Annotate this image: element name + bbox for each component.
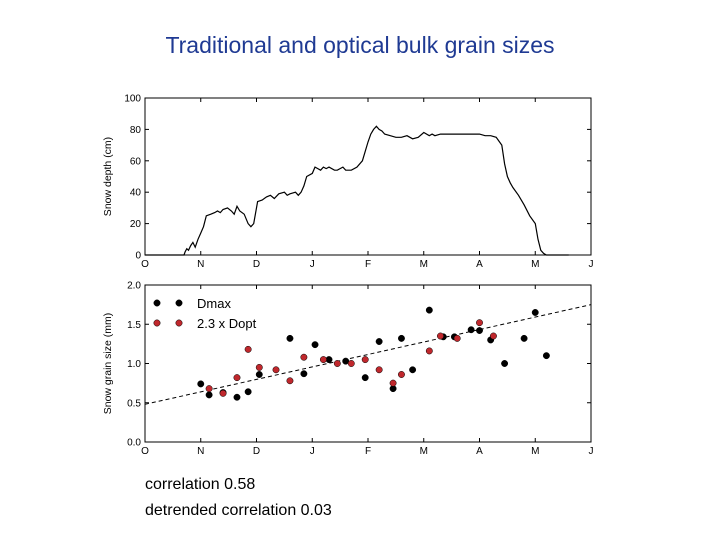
grain-xtick-label: D: [253, 446, 260, 457]
depth-ytick-label: 0: [135, 251, 141, 262]
depth-xtick-label: N: [197, 259, 204, 270]
dopt-point: [300, 353, 308, 361]
dopt-point: [375, 366, 383, 374]
detrended-correlation-text: detrended correlation 0.03: [145, 502, 332, 519]
dopt-point: [255, 363, 263, 371]
dopt-point: [219, 389, 227, 397]
dmax-point: [375, 338, 383, 345]
depth-xtick-label: O: [141, 259, 149, 270]
depth-ytick-label: 40: [130, 188, 142, 199]
grain-size-panel: 0.0 0.5 1.0 1.5 2.0 O N D J F M A M J Snow grain size …: [102, 281, 594, 458]
grain-ylabel: Snow grain size (mm): [102, 313, 114, 415]
grain-xtick-label: F: [365, 446, 371, 457]
dmax-point: [361, 374, 369, 382]
depth-xtick-label: J: [310, 259, 315, 270]
grain-xtick-label: M: [531, 446, 539, 457]
dopt-point: [489, 332, 497, 340]
grain-ytick-label: 0.0: [127, 438, 141, 449]
dmax-point: [205, 391, 213, 399]
dopt-point: [389, 379, 397, 387]
grain-ytick-label: 2.0: [127, 281, 141, 292]
depth-ytick-label: 80: [130, 125, 142, 136]
dmax-point: [542, 352, 550, 360]
correlation-text: correlation 0.58: [145, 476, 256, 493]
grain-xtick-label: J: [589, 446, 594, 457]
grain-xtick-label: N: [197, 446, 204, 457]
depth-xtick-label: A: [476, 259, 483, 270]
dmax-point: [233, 393, 241, 401]
grain-ytick-label: 1.5: [127, 320, 141, 331]
dopt-point: [233, 374, 241, 382]
grain-xtick-label: O: [141, 446, 149, 457]
dopt-point: [205, 385, 213, 393]
dopt-point: [476, 319, 483, 327]
legend-dmax-marker: [175, 299, 183, 307]
depth-ytick-label: 100: [124, 94, 141, 105]
dopt-point: [347, 360, 355, 367]
legend-dopt-marker: [175, 319, 183, 327]
dmax-point: [398, 334, 405, 342]
dopt-point: [333, 360, 341, 367]
dmax-point: [300, 370, 308, 378]
grain-xtick-label: A: [476, 446, 483, 457]
page-title: Traditional and optical bulk grain sizes: [165, 32, 555, 58]
dopt-point: [361, 356, 369, 364]
dopt-point: [286, 377, 294, 385]
dopt-point: [244, 345, 252, 353]
dmax-point: [244, 388, 252, 396]
dmax-point: [467, 326, 475, 334]
depth-xtick-label: M: [531, 259, 539, 270]
depth-ytick-label: 60: [130, 156, 142, 167]
dopt-point: [319, 356, 327, 364]
legend-dmax-label: Dmax: [197, 296, 231, 311]
trend-line: [144, 304, 592, 405]
dopt-point: [453, 334, 461, 342]
dmax-point: [255, 371, 263, 378]
depth-xtick-label: F: [365, 259, 371, 270]
snow-depth-line: [145, 125, 569, 256]
dmax-point: [311, 341, 319, 349]
dopt-point: [398, 371, 405, 378]
depth-xtick-label: D: [253, 259, 260, 270]
grain-ytick-label: 1.0: [127, 359, 141, 370]
grain-xtick-label: M: [420, 446, 428, 457]
dmax-point: [197, 380, 205, 388]
dmax-point: [476, 327, 483, 334]
depth-xtick-label: M: [420, 259, 428, 270]
figure: 0 20 40 60 80 100 O N D J F M A M J Snow depth (cm) 0.0…: [102, 94, 594, 458]
dmax-point: [286, 334, 294, 342]
dmax-point: [531, 309, 539, 316]
depth-frame: [144, 97, 592, 256]
dopt-point: [437, 332, 444, 340]
dopt-point: [272, 366, 280, 374]
legend-dmax-marker: [153, 299, 161, 307]
depth-ylabel: Snow depth (cm): [102, 137, 114, 216]
dmax-point: [425, 306, 433, 314]
legend-dopt-label: 2.3 x Dopt: [197, 316, 257, 331]
grain-ytick-label: 0.5: [127, 398, 141, 409]
dopt-point: [425, 347, 433, 355]
dmax-point: [409, 366, 417, 374]
depth-xtick-label: J: [589, 259, 594, 270]
grain-xtick-label: J: [310, 446, 315, 457]
legend-dopt-marker: [153, 319, 161, 327]
depth-ytick-label: 20: [130, 219, 142, 230]
dmax-point: [501, 360, 509, 367]
snow-depth-panel: 0 20 40 60 80 100 O N D J F M A M J Snow depth (cm): [102, 94, 594, 271]
dmax-point: [520, 334, 528, 342]
